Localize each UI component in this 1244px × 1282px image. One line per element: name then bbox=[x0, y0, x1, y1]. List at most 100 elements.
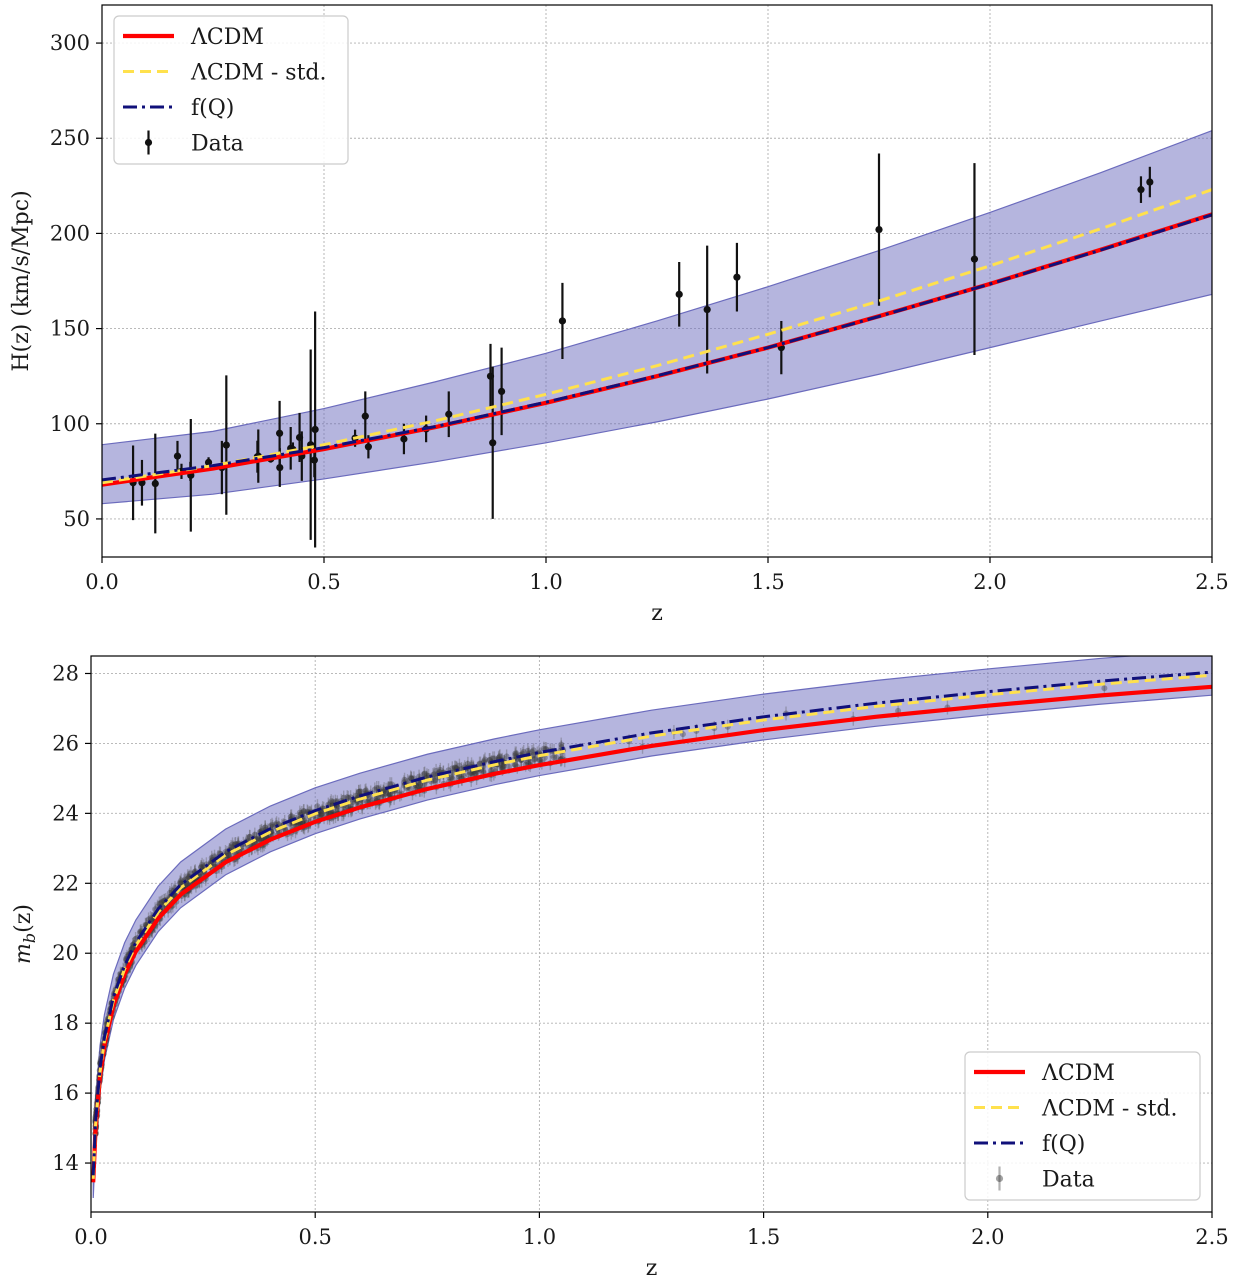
legend-label: f(Q) bbox=[1042, 1132, 1085, 1157]
legend-label: ΛCDM bbox=[1041, 1061, 1115, 1086]
data-point bbox=[433, 767, 440, 774]
data-point bbox=[423, 772, 430, 779]
data-point bbox=[412, 783, 419, 790]
data-point bbox=[353, 792, 360, 799]
data-point bbox=[184, 880, 191, 887]
y-tick-label: 18 bbox=[52, 1011, 79, 1035]
data-point bbox=[147, 915, 154, 922]
data-point bbox=[1146, 178, 1154, 186]
data-point bbox=[256, 835, 263, 842]
legend-box bbox=[964, 1051, 1201, 1201]
data-point bbox=[1137, 186, 1145, 194]
data-point bbox=[318, 811, 325, 818]
data-point bbox=[318, 811, 325, 818]
uncertainty-band bbox=[92, 656, 1212, 1199]
data-point bbox=[132, 935, 139, 942]
data-point bbox=[530, 747, 537, 754]
y-axis-label-sub: b bbox=[20, 933, 39, 943]
data-point bbox=[464, 760, 471, 767]
data-point bbox=[437, 766, 444, 773]
data-point bbox=[222, 848, 229, 855]
data-point bbox=[340, 794, 347, 801]
legend-label: ΛCDM - std. bbox=[190, 61, 327, 86]
data-point bbox=[319, 810, 326, 817]
data-point bbox=[177, 879, 184, 886]
data-point bbox=[511, 761, 518, 768]
data-point bbox=[471, 771, 478, 778]
data-point bbox=[349, 799, 356, 806]
data-point bbox=[499, 763, 506, 770]
data-point bbox=[228, 843, 235, 850]
data-point bbox=[173, 452, 182, 460]
data-point bbox=[222, 441, 230, 449]
data-point bbox=[400, 435, 408, 443]
data-point bbox=[468, 770, 475, 777]
data-point bbox=[529, 749, 536, 756]
y-axis-label: mb(z) bbox=[11, 904, 39, 964]
data-point bbox=[416, 783, 423, 790]
legend: ΛCDM ΛCDM - std. f(Q) Data bbox=[964, 1051, 1201, 1201]
data-point bbox=[430, 777, 437, 784]
data-point bbox=[204, 458, 213, 466]
x-tick-label: 1.5 bbox=[751, 570, 784, 594]
data-point bbox=[225, 852, 232, 859]
data-point bbox=[298, 809, 305, 816]
data-point bbox=[269, 821, 276, 828]
series-line-lcdm-std bbox=[102, 188, 1212, 485]
data-point bbox=[497, 761, 504, 768]
data-point bbox=[498, 764, 505, 771]
data-point bbox=[317, 810, 324, 817]
data-point bbox=[314, 803, 321, 810]
data-point bbox=[226, 851, 233, 858]
data-point bbox=[151, 479, 159, 488]
y-tick-label: 50 bbox=[63, 507, 90, 531]
y-tick-label: 20 bbox=[52, 941, 79, 965]
y-tick-label: 300 bbox=[50, 31, 90, 55]
data-point bbox=[355, 788, 362, 795]
data-point bbox=[733, 273, 741, 281]
legend-label: ΛCDM - std. bbox=[1041, 1097, 1178, 1122]
data-point bbox=[970, 255, 979, 263]
data-point bbox=[382, 790, 389, 797]
data-point bbox=[496, 753, 503, 760]
data-point bbox=[198, 864, 205, 871]
data-point bbox=[417, 781, 424, 788]
plot-area bbox=[91, 656, 1212, 1199]
data-point bbox=[524, 747, 531, 754]
legend: ΛCDM ΛCDM - std. f(Q) Data bbox=[113, 15, 349, 165]
data-point bbox=[267, 822, 274, 829]
data-point bbox=[503, 753, 510, 760]
data-point bbox=[361, 412, 369, 420]
data-point bbox=[357, 788, 364, 795]
data-point bbox=[482, 756, 489, 763]
data-point bbox=[536, 756, 543, 763]
data-point bbox=[362, 787, 369, 794]
data-point bbox=[537, 758, 544, 765]
legend-swatch-data-point bbox=[995, 1174, 1004, 1183]
x-tick-label: 2.5 bbox=[1195, 570, 1228, 594]
legend-label: Data bbox=[1042, 1168, 1095, 1193]
data-point bbox=[553, 754, 560, 761]
data-point bbox=[531, 755, 538, 762]
data-point bbox=[703, 305, 711, 314]
x-tick-label: 2.0 bbox=[973, 570, 1006, 594]
x-axis-label: z bbox=[646, 1256, 658, 1281]
data-point bbox=[288, 813, 295, 820]
data-point bbox=[386, 791, 393, 798]
data-point bbox=[199, 861, 206, 868]
data-point bbox=[481, 758, 488, 765]
data-point bbox=[178, 877, 185, 884]
data-point bbox=[246, 833, 253, 840]
uncertainty-band bbox=[102, 129, 1212, 505]
data-point bbox=[449, 769, 456, 776]
data-point bbox=[386, 790, 393, 797]
y-tick-label: 100 bbox=[50, 412, 90, 436]
data-point bbox=[432, 777, 439, 784]
data-point bbox=[262, 824, 269, 831]
data-point bbox=[431, 771, 438, 778]
data-point bbox=[480, 768, 487, 775]
legend-label: Data bbox=[191, 132, 244, 157]
y-tick-label: 24 bbox=[52, 801, 79, 825]
data-point bbox=[531, 756, 538, 763]
